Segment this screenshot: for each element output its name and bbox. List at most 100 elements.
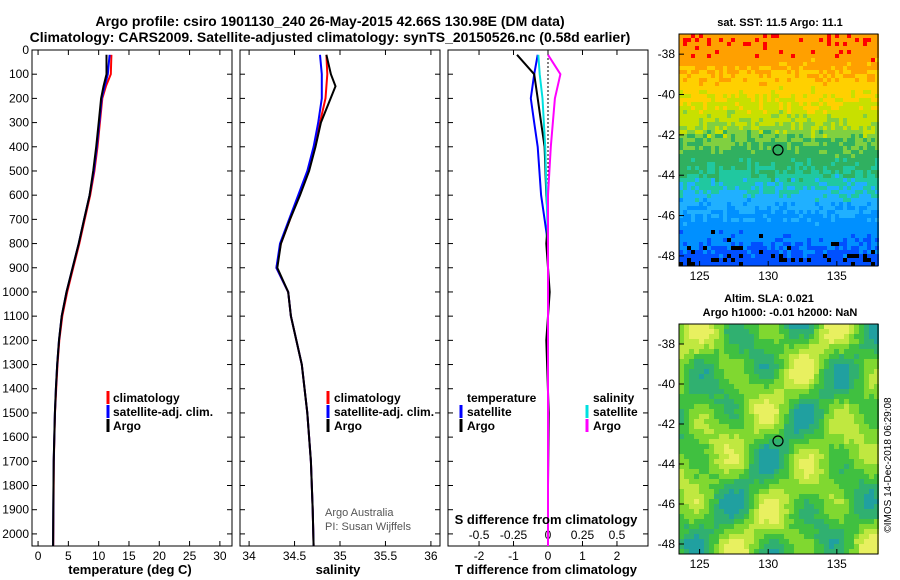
legend-label-t-satellite: satellite [467,405,512,419]
y-tick-label: 400 [9,140,29,154]
x-tick-label: 25 [183,549,197,563]
legend-label-satellite: satellite-adj. clim. [334,405,434,419]
map-lat-label: -42 [658,128,676,142]
legend-title-temperature: temperature [467,391,537,405]
x-tick-label: -1 [508,549,519,563]
y-tick-label: 1500 [2,406,29,420]
difference-legend: temperature satellite Argo salinity sate… [459,391,638,433]
map-lat-label: -40 [658,377,676,391]
legend-label-s-satellite: satellite [593,405,638,419]
series-line-argo [276,54,337,547]
y-tick-label: 800 [9,237,29,251]
tick-layer: 0100200300400500600700800900100011001200… [2,43,648,563]
map-lat-label: -48 [658,249,676,263]
credit-line-2: PI: Susan Wijffels [325,521,411,533]
sla-map-image [679,324,879,554]
legend-title-salinity: salinity [593,391,635,405]
y-tick-label: 1300 [2,358,29,372]
y-tick-label: 1600 [2,430,29,444]
y-tick-label: 1900 [2,503,29,517]
profile-lines-layer [52,50,562,547]
legend-label-argo: Argo [334,419,362,433]
map-lat-label: -44 [658,168,676,182]
x-tick-label: 34.5 [283,549,307,563]
sla-map-frame [678,323,879,555]
y-tick-label: 1400 [2,382,29,396]
x-tick-label: 0 [35,549,42,563]
map-lon-label: 125 [690,269,710,283]
x-tick-label: 15 [122,549,136,563]
legend-label-climatology: climatology [334,391,401,405]
map-lat-label: -40 [658,88,676,102]
x-tick-label: 1 [579,549,586,563]
y-tick-label: 200 [9,91,29,105]
map-lat-label: -38 [658,47,676,61]
map-lat-label: -46 [658,497,676,511]
y-tick-label: 600 [9,188,29,202]
salinity-panel-frame [239,49,441,547]
imos-timestamp: ©IMOS 14-Dec-2018 06:29:08 [883,397,894,533]
legend-label-t-argo: Argo [467,419,495,433]
y-tick-label: 0 [22,43,29,57]
series-line-satellite [275,54,323,547]
series-line-s-argo [547,54,562,546]
series-line-t-satellite [529,54,549,546]
sst-map-image [679,34,879,266]
map-lon-label: 135 [827,269,847,283]
salinity-legend: climatology satellite-adj. clim. Argo Ar… [325,391,434,533]
x-tick-label: 2 [614,549,621,563]
x-tick-label: 20 [153,549,167,563]
x-tick-label: 34 [242,549,256,563]
x-tick-label: 35 [333,549,347,563]
x-tick-label: 10 [92,549,106,563]
temperature-legend: climatology satellite-adj. clim. Argo [106,391,213,433]
s-difference-label: S difference from climatology [455,512,639,527]
map-lon-label: 130 [758,269,778,283]
difference-xlabel: T difference from climatology [455,562,638,577]
y-tick-label: 1700 [2,454,29,468]
y-tick-label: 100 [9,67,29,81]
sst-argo-location-marker [772,144,784,156]
y-tick-label: 1000 [2,285,29,299]
legend-label-satellite: satellite-adj. clim. [113,405,213,419]
s-tick-label: 0.5 [609,528,626,542]
map-lon-label: 125 [690,557,710,571]
x-tick-label: -2 [474,549,485,563]
y-tick-label: 300 [9,116,29,130]
legend-label-s-argo: Argo [593,419,621,433]
map-tick-layer: -38 -40 -42 -44 -46 -48 125 130 135 -38 -40 -42 -44 -… [658,47,848,571]
y-tick-label: 2000 [2,527,29,541]
s-tick-label: -0.25 [500,528,528,542]
title-line-1: Argo profile: csiro 1901130_240 26-May-2… [95,13,564,29]
sla-map-title-line-2: Argo h1000: -0.01 h2000: NaN [703,307,858,319]
map-lat-label: -42 [658,417,676,431]
map-lon-label: 130 [758,557,778,571]
s-tick-label: -0.5 [469,528,490,542]
y-tick-label: 900 [9,261,29,275]
temperature-xlabel: temperature (deg C) [68,562,192,577]
title-line-2: Climatology: CARS2009. Satellite-adjuste… [30,29,631,45]
legend-label-argo: Argo [113,419,141,433]
map-lon-label: 135 [827,557,847,571]
y-tick-label: 500 [9,164,29,178]
y-tick-label: 1800 [2,479,29,493]
y-tick-label: 700 [9,212,29,226]
series-line-argo [52,54,108,547]
x-tick-label: 5 [65,549,72,563]
map-lat-label: -48 [658,537,676,551]
series-line-climatology [52,54,113,547]
sla-map-title-line-1: Altim. SLA: 0.021 [724,293,814,305]
series-line-satellite [52,54,111,547]
x-tick-label: 36 [424,549,438,563]
sla-argo-location-marker [772,435,784,447]
sst-map-title: sat. SST: 11.5 Argo: 11.1 [717,17,843,29]
map-lat-label: -38 [658,337,676,351]
x-tick-label: 35.5 [374,549,398,563]
temperature-panel-frame [31,49,233,547]
sst-map-frame [678,33,879,267]
s-tick-label: 0.25 [571,528,595,542]
y-tick-label: 1100 [3,309,29,323]
map-lat-label: -44 [658,457,676,471]
y-tick-label: 1200 [2,333,29,347]
